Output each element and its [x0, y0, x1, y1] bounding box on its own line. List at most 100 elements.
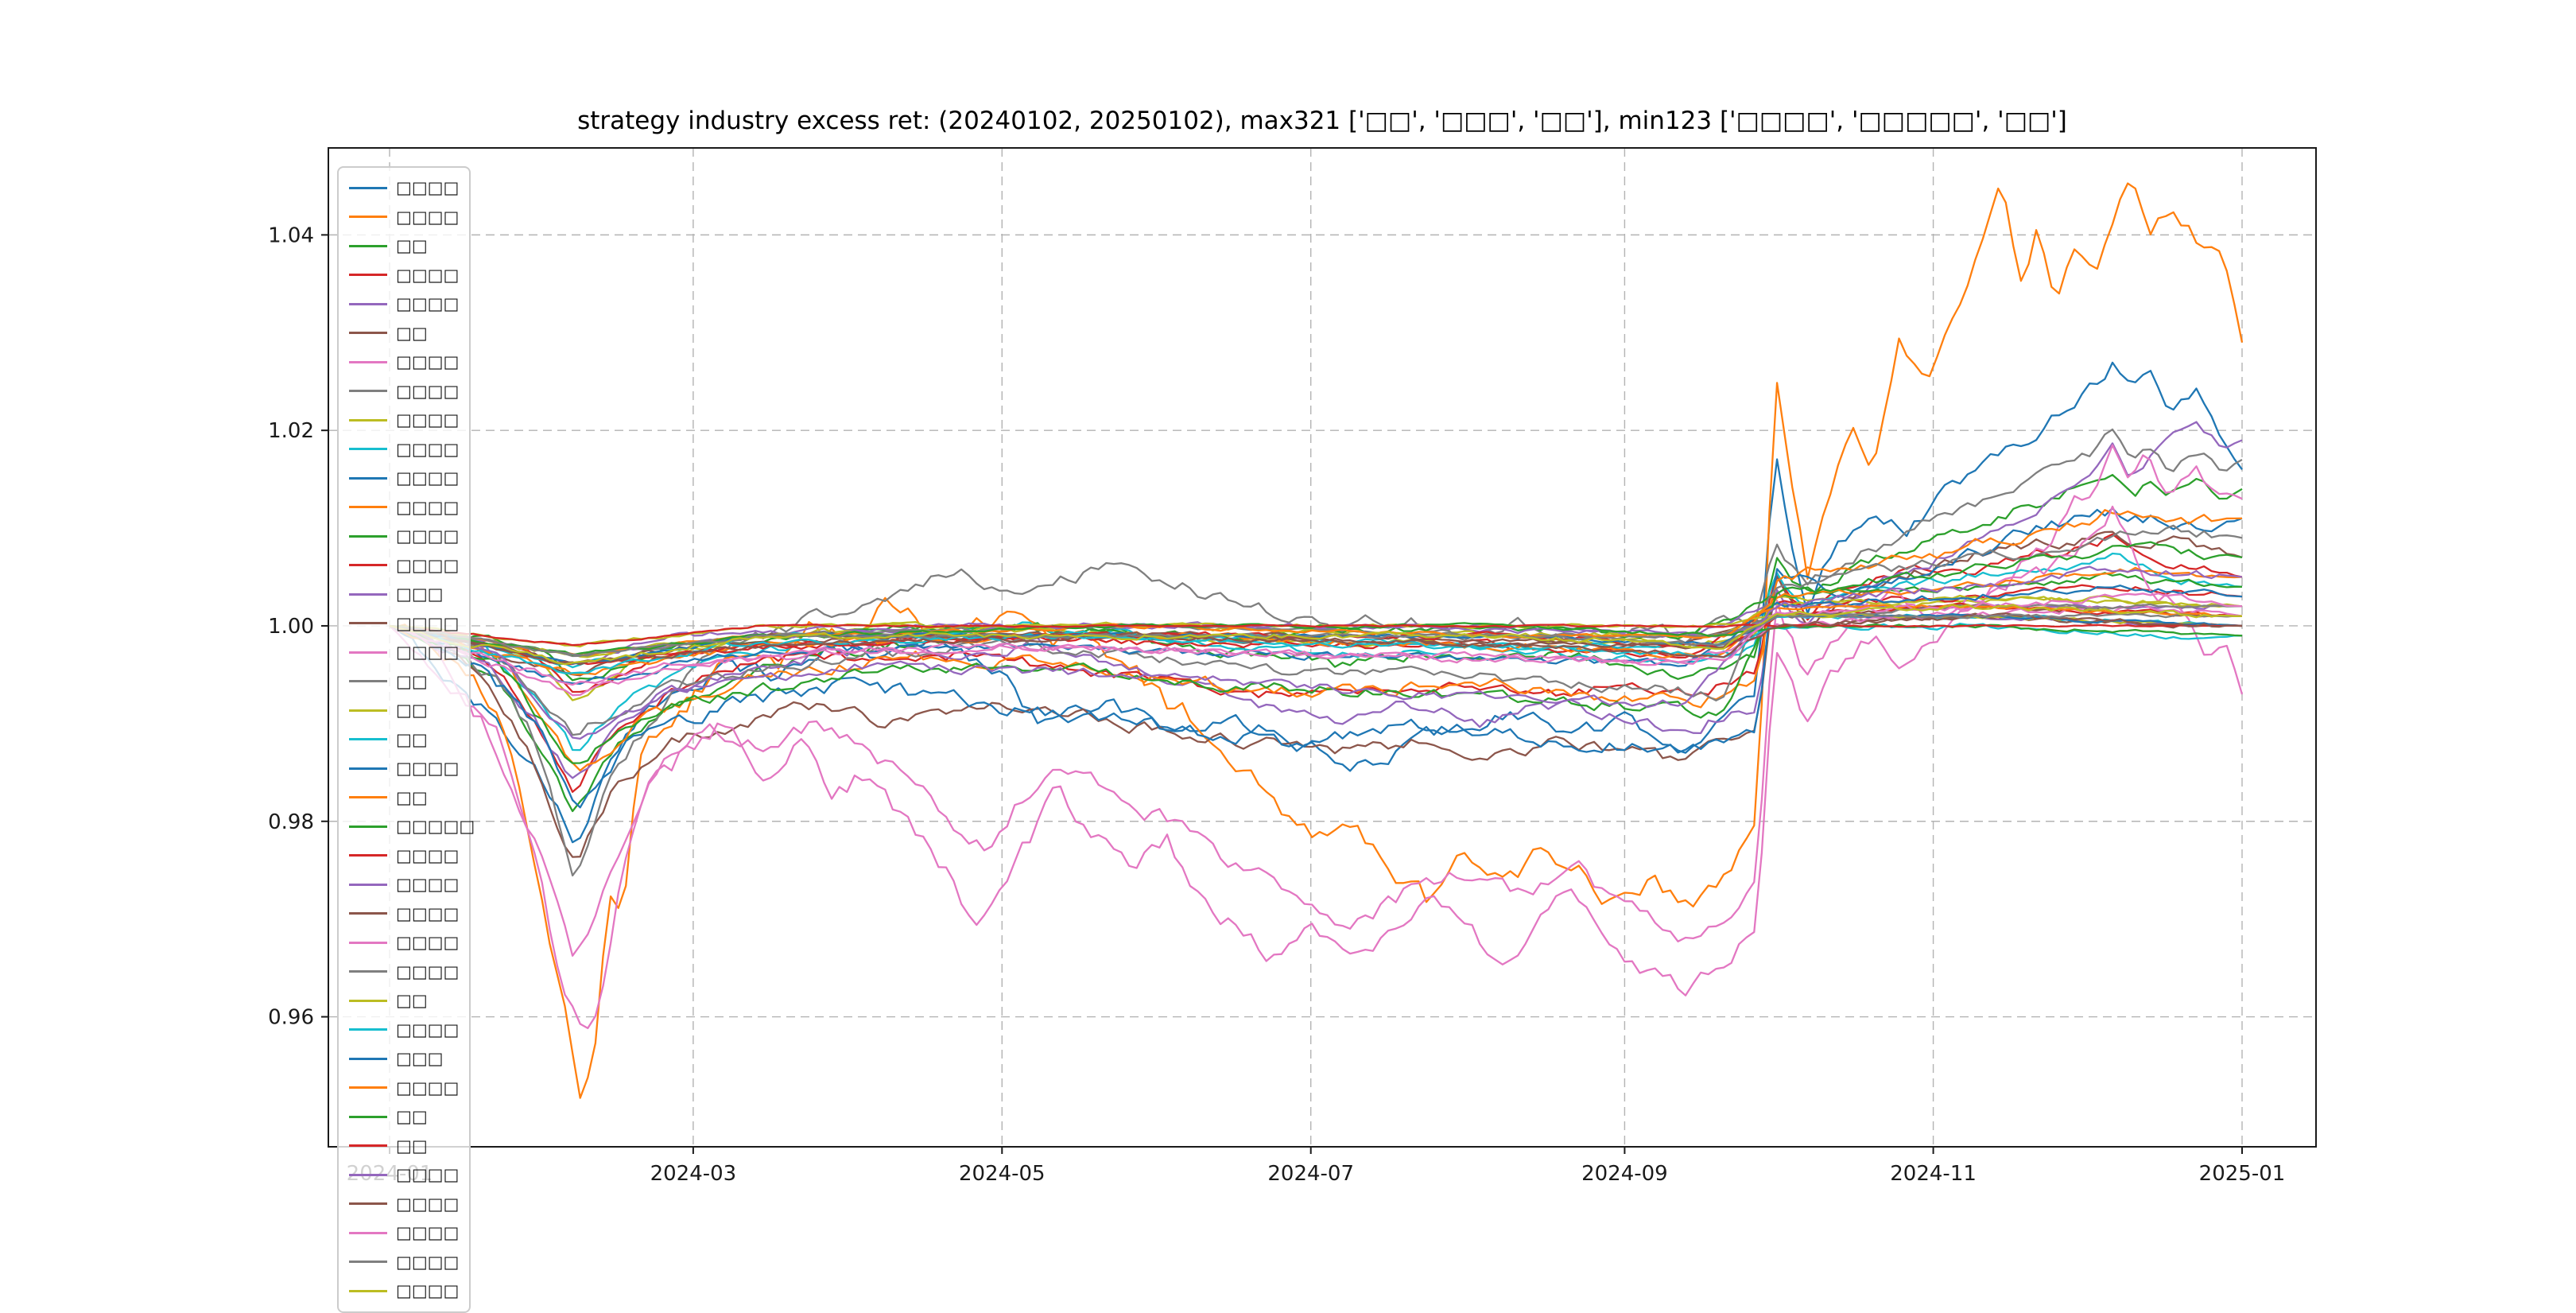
legend-line-sample: [349, 1115, 387, 1118]
legend-item: □□□□: [349, 638, 464, 667]
legend-label: □□□□: [396, 759, 460, 779]
legend-label: □□: [396, 729, 428, 749]
series-line-6: [389, 444, 2243, 1030]
legend-item: □□: [349, 231, 464, 261]
legend-line-sample: [349, 1173, 387, 1176]
legend-label: □□□□: [396, 294, 460, 314]
series-line-17: [389, 524, 2243, 736]
legend-label: □□□□: [396, 207, 460, 227]
legend-label: □□□□: [396, 265, 460, 285]
legend-label: □□: [396, 1136, 428, 1156]
series-line-33: [389, 623, 2243, 647]
x-tick-label: 2024-05: [959, 1162, 1046, 1186]
legend-line-sample: [349, 825, 387, 828]
legend-line-sample: [349, 912, 387, 915]
legend-line-sample: [349, 1202, 387, 1206]
legend-item: □□: [349, 986, 464, 1016]
legend-item: □□□□: [349, 464, 464, 493]
legend-label: □□□□: [396, 381, 460, 401]
legend-line-sample: [349, 709, 387, 712]
legend-label: □□: [396, 323, 428, 343]
chart-title: strategy industry excess ret: (20240102,…: [577, 107, 2067, 135]
legend-item: □□: [349, 1102, 464, 1132]
legend-label: □□□□: [396, 961, 460, 981]
legend-item: □□□□: [349, 261, 464, 290]
legend-item: □□□□: [349, 899, 464, 929]
legend-line-sample: [349, 651, 387, 654]
legend-item: □□□□: [349, 435, 464, 464]
y-tick-label: 0.98: [268, 810, 314, 834]
x-tick-label: 2024-07: [1267, 1162, 1354, 1186]
series-lines: [389, 182, 2244, 1099]
plot-spines: [328, 147, 2317, 1148]
series-line-35: [389, 612, 2243, 665]
legend-label: □□□□: [396, 410, 460, 430]
legend-line-sample: [349, 476, 387, 480]
legend-item: □□□□: [349, 348, 464, 377]
legend-line-sample: [349, 941, 387, 944]
legend-line-sample: [349, 1028, 387, 1031]
legend-line-sample: [349, 418, 387, 421]
legend-item: □□□□: [349, 377, 464, 406]
legend-label: □□□□: [396, 643, 460, 662]
legend-item: □□: [349, 783, 464, 813]
series-line-10: [389, 507, 2243, 809]
legend-label: □□□□: [396, 845, 460, 865]
legend-label: □□: [396, 787, 428, 807]
legend-label: □□□□: [396, 1020, 460, 1039]
legend-line-sample: [349, 216, 387, 219]
legend-item: □□□□: [349, 1190, 464, 1219]
legend-line-sample: [349, 999, 387, 1002]
legend-item: □□□: [349, 580, 464, 609]
x-tick-label: 2024-03: [650, 1162, 737, 1186]
legend-line-sample: [349, 1289, 387, 1292]
legend-line-sample: [349, 274, 387, 277]
series-line-20: [389, 585, 2243, 685]
y-tick-label: 0.96: [268, 1006, 314, 1030]
y-tick-label: 1.00: [268, 615, 314, 639]
legend-line-sample: [349, 390, 387, 393]
legend-item: □□: [349, 725, 464, 755]
legend-line-sample: [349, 244, 387, 247]
legend-item: □□□□: [349, 870, 464, 899]
legend-line-sample: [349, 1086, 387, 1090]
legend-item: □□□□: [349, 173, 464, 203]
legend-item: □□: [349, 1132, 464, 1161]
legend-line-sample: [349, 1057, 387, 1060]
series-line-1: [389, 182, 2244, 1099]
legend-line-sample: [349, 360, 387, 363]
legend-label: □□: [396, 701, 428, 721]
legend-label: □□: [396, 236, 428, 256]
series-line-36: [389, 592, 2243, 686]
legend-line-sample: [349, 302, 387, 305]
legend-line-sample: [349, 332, 387, 335]
legend-item: □□□□: [349, 1074, 464, 1103]
axis-ticks: 2024-012024-032024-052024-072024-092024-…: [268, 223, 2285, 1186]
y-tick-label: 1.04: [268, 223, 314, 247]
legend-line-sample: [349, 448, 387, 451]
legend-item: □□□□: [349, 551, 464, 581]
legend-line-sample: [349, 564, 387, 567]
legend-line-sample: [349, 738, 387, 741]
legend-item: □□□□: [349, 203, 464, 232]
legend-item: □□: [349, 319, 464, 348]
legend-line-sample: [349, 883, 387, 886]
legend-label: □□□□: [396, 1223, 460, 1243]
legend-item: □□: [349, 667, 464, 697]
series-line-38: [389, 603, 2243, 666]
legend-item: □□□□: [349, 1248, 464, 1277]
legend-line-sample: [349, 1144, 387, 1148]
x-tick-label: 2025-01: [2199, 1162, 2286, 1186]
legend-label: □□: [396, 1107, 428, 1127]
x-tick-label: 2024-11: [1890, 1162, 1977, 1186]
legend-item: □□□□: [349, 1016, 464, 1045]
legend-item: □□: [349, 696, 464, 725]
legend-label: □□□□: [396, 497, 460, 517]
series-line-37: [389, 612, 2243, 657]
legend-item: □□□□: [349, 928, 464, 958]
series-line-34: [389, 565, 2243, 740]
legend-item: □□□□: [349, 406, 464, 435]
legend-line-sample: [349, 622, 387, 625]
legend-item: □□□□: [349, 841, 464, 871]
